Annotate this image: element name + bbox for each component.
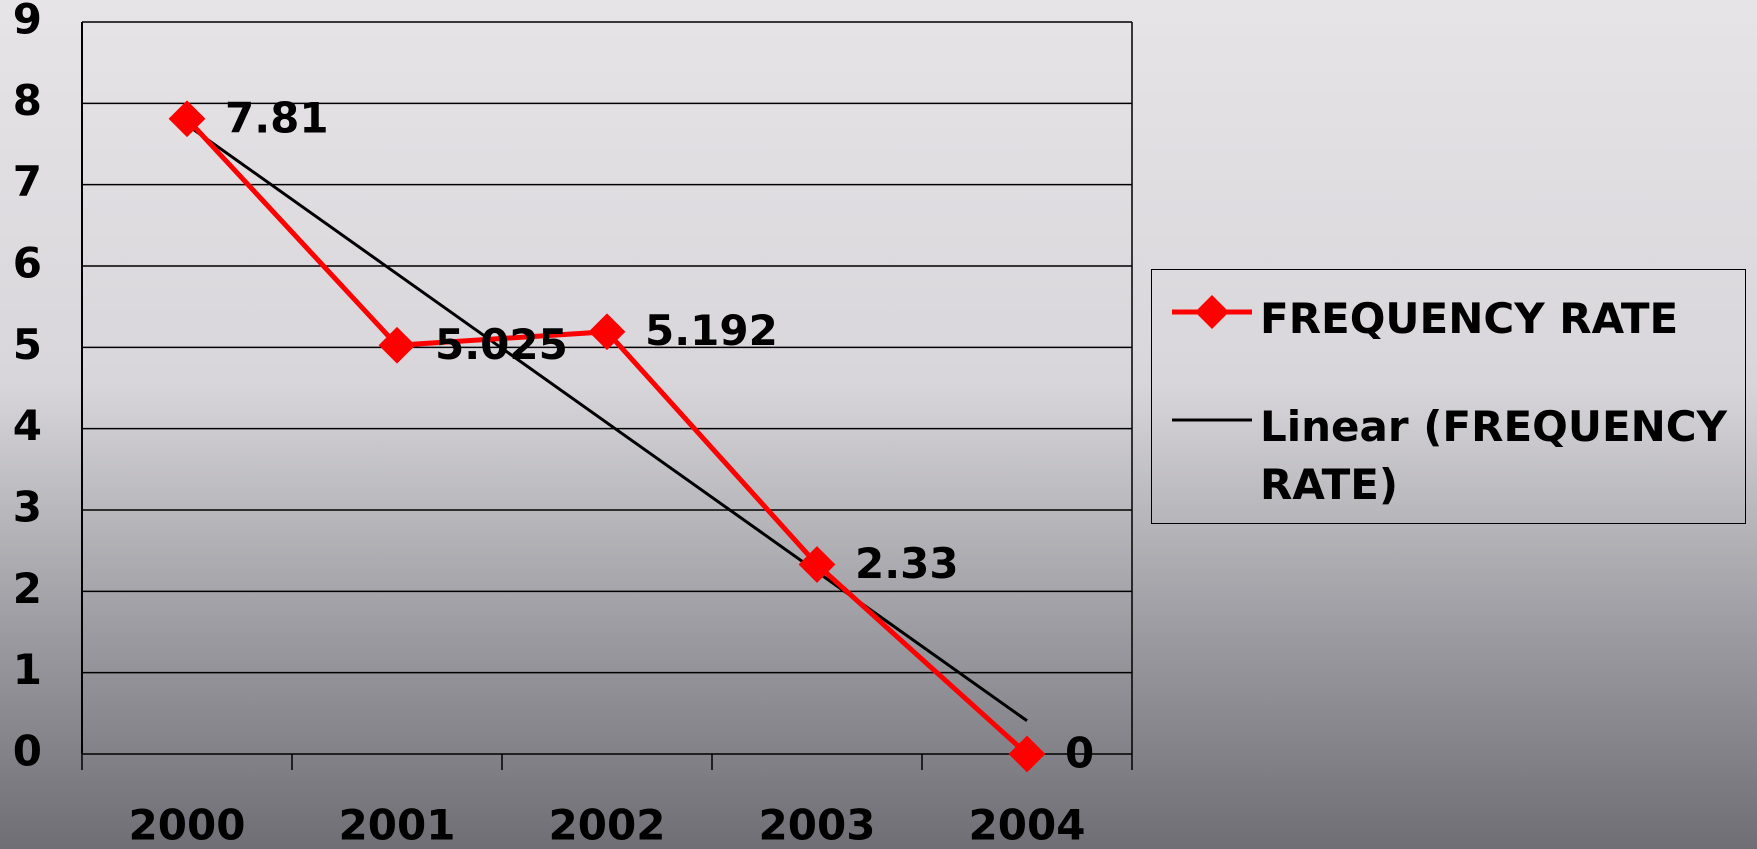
marker bbox=[588, 313, 626, 351]
x-tick-label: 2004 bbox=[969, 801, 1086, 849]
y-tick-label: 6 bbox=[13, 239, 42, 288]
data-label: 5.192 bbox=[645, 306, 778, 355]
x-tick-label: 2003 bbox=[759, 801, 876, 849]
legend-key bbox=[1172, 295, 1252, 329]
y-tick-label: 7 bbox=[13, 157, 42, 206]
data-label: 5.025 bbox=[435, 320, 568, 369]
y-tick-label: 8 bbox=[13, 76, 42, 125]
legend-label: FREQUENCY RATE bbox=[1260, 294, 1679, 343]
y-tick-label: 4 bbox=[13, 401, 42, 450]
data-label: 7.81 bbox=[225, 93, 329, 142]
legend-label: Linear (FREQUENCY RATE) bbox=[1260, 402, 1728, 509]
y-tick-label: 0 bbox=[13, 727, 42, 776]
trendline bbox=[186, 123, 1028, 723]
marker bbox=[798, 546, 836, 583]
marker bbox=[378, 326, 416, 364]
data-label: 0 bbox=[1065, 729, 1094, 778]
legend-entry: Linear (FREQUENCY RATE) bbox=[1152, 398, 1730, 514]
marker bbox=[168, 100, 206, 138]
marker bbox=[1008, 735, 1046, 773]
y-tick-label: 1 bbox=[13, 645, 42, 694]
legend: FREQUENCY RATE Linear (FREQUENCY RATE) bbox=[1151, 269, 1746, 524]
y-tick-label: 9 bbox=[13, 0, 42, 44]
legend-key bbox=[1172, 418, 1252, 422]
y-tick-label: 2 bbox=[13, 564, 42, 613]
x-tick-label: 2002 bbox=[549, 801, 666, 849]
x-tick-label: 2001 bbox=[339, 801, 456, 849]
y-tick-label: 3 bbox=[13, 483, 42, 532]
y-tick-label: 5 bbox=[13, 320, 42, 369]
x-tick-label: 2000 bbox=[129, 801, 246, 849]
legend-entry: FREQUENCY RATE bbox=[1152, 290, 1730, 348]
data-label: 2.33 bbox=[855, 539, 959, 588]
